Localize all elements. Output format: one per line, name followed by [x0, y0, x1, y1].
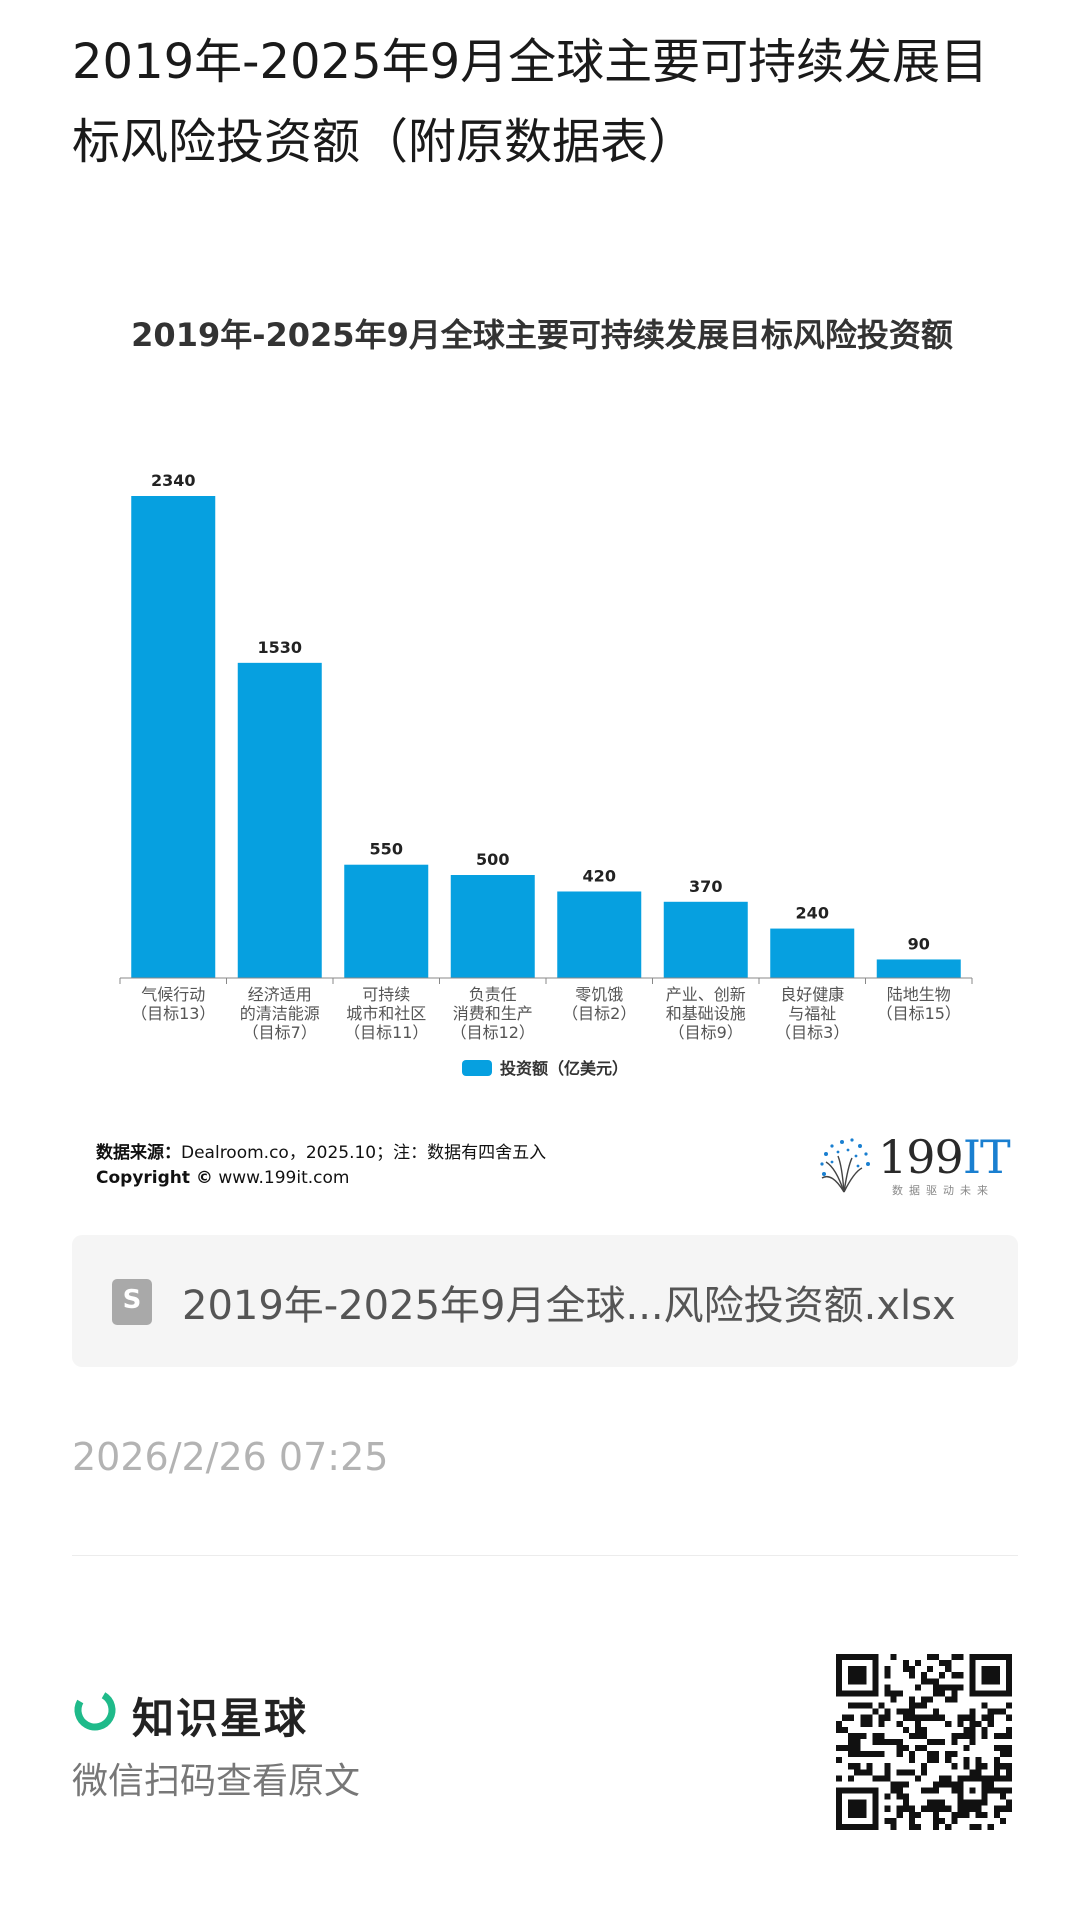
brand-name: 知识星球 [132, 1694, 309, 1743]
bar [663, 901, 748, 978]
x-tick-label: （目标9） [669, 1023, 743, 1042]
x-tick-label: （目标2） [562, 1004, 636, 1023]
x-tick-label: 城市和社区 [346, 1004, 426, 1023]
bar [450, 875, 535, 978]
x-tick-label: 零饥饿 [575, 985, 623, 1004]
copyright-label: Copyright © [96, 1168, 213, 1188]
copyright: Copyright © www.199it.com [96, 1168, 349, 1188]
data-label: 370 [689, 877, 722, 896]
bar [131, 496, 216, 978]
dandelion-icon [820, 1138, 870, 1193]
spreadsheet-file-icon: S [112, 1279, 152, 1325]
bar [770, 928, 855, 978]
chart-title: 2019年-2025年9月全球主要可持续发展目标风险投资额 [131, 316, 953, 354]
data-label: 240 [796, 904, 829, 923]
data-source-label: 数据来源： [96, 1143, 181, 1163]
x-tick-label: 的清洁能源 [240, 1004, 320, 1023]
file-name[interactable]: 2019年-2025年9月全球...风险投资额.xlsx [182, 1283, 956, 1329]
bar [237, 662, 322, 978]
data-label: 1530 [257, 638, 302, 657]
data-label: 550 [370, 840, 403, 859]
file-attachment[interactable]: S 2019年-2025年9月全球...风险投资额.xlsx [72, 1235, 1018, 1367]
logo-tagline: 数据驱动未来 [892, 1184, 994, 1197]
legend-swatch [462, 1060, 492, 1076]
chart-image[interactable]: 2019年-2025年9月全球主要可持续发展目标风险投资额 2340 气候行动 （目… [72, 270, 1012, 1210]
data-label: 420 [583, 866, 616, 885]
zsxq-ring-icon [74, 1689, 116, 1731]
copyright-text: www.199it.com [218, 1168, 350, 1188]
bar [876, 959, 961, 978]
bar [344, 864, 429, 978]
x-tick-label: 消费和生产 [453, 1004, 533, 1023]
x-tick-label: 可持续 [362, 985, 410, 1004]
x-tick-label: 经济适用 [248, 985, 312, 1004]
x-tick-label: 良好健康 [780, 985, 844, 1004]
x-tick-label: 气候行动 [141, 985, 205, 1004]
x-tick-label: （目标15） [877, 1004, 961, 1023]
x-tick-label: 与福祉 [788, 1004, 836, 1023]
x-tick-label: 和基础设施 [666, 1004, 746, 1023]
post-title: 2019年-2025年9月全球主要可持续发展目标风险投资额（附原数据表） [72, 34, 989, 170]
bar [557, 891, 642, 978]
data-label: 90 [908, 934, 930, 953]
legend-label: 投资额（亿美元） [500, 1059, 628, 1078]
x-tick-label: 产业、创新 [666, 985, 746, 1004]
data-label: 500 [476, 850, 509, 869]
x-tick-label: （目标11） [344, 1023, 428, 1042]
x-tick-label: 负责任 [469, 985, 517, 1004]
scan-hint: 微信扫码查看原文 [72, 1761, 361, 1802]
x-tick-label: （目标12） [451, 1023, 535, 1042]
divider [72, 1555, 1018, 1556]
199it-logo: 199IT 数据驱动未来 [812, 1130, 1012, 1200]
x-tick-label: （目标13） [131, 1004, 215, 1023]
x-tick-label: 陆地生物 [887, 985, 951, 1004]
x-tick-label: （目标3） [775, 1023, 849, 1042]
x-tick-label: （目标7） [243, 1023, 317, 1042]
post-timestamp: 2026/2/26 07:25 [72, 1435, 389, 1479]
data-label: 2340 [151, 471, 196, 490]
data-source: 数据来源：Dealroom.co，2025.10；注：数据有四舍五入 [96, 1138, 546, 1163]
logo-wordmark: 199IT [878, 1130, 1011, 1184]
qr-code[interactable] [836, 1654, 1012, 1830]
data-source-text: Dealroom.co，2025.10；注：数据有四舍五入 [181, 1143, 547, 1163]
